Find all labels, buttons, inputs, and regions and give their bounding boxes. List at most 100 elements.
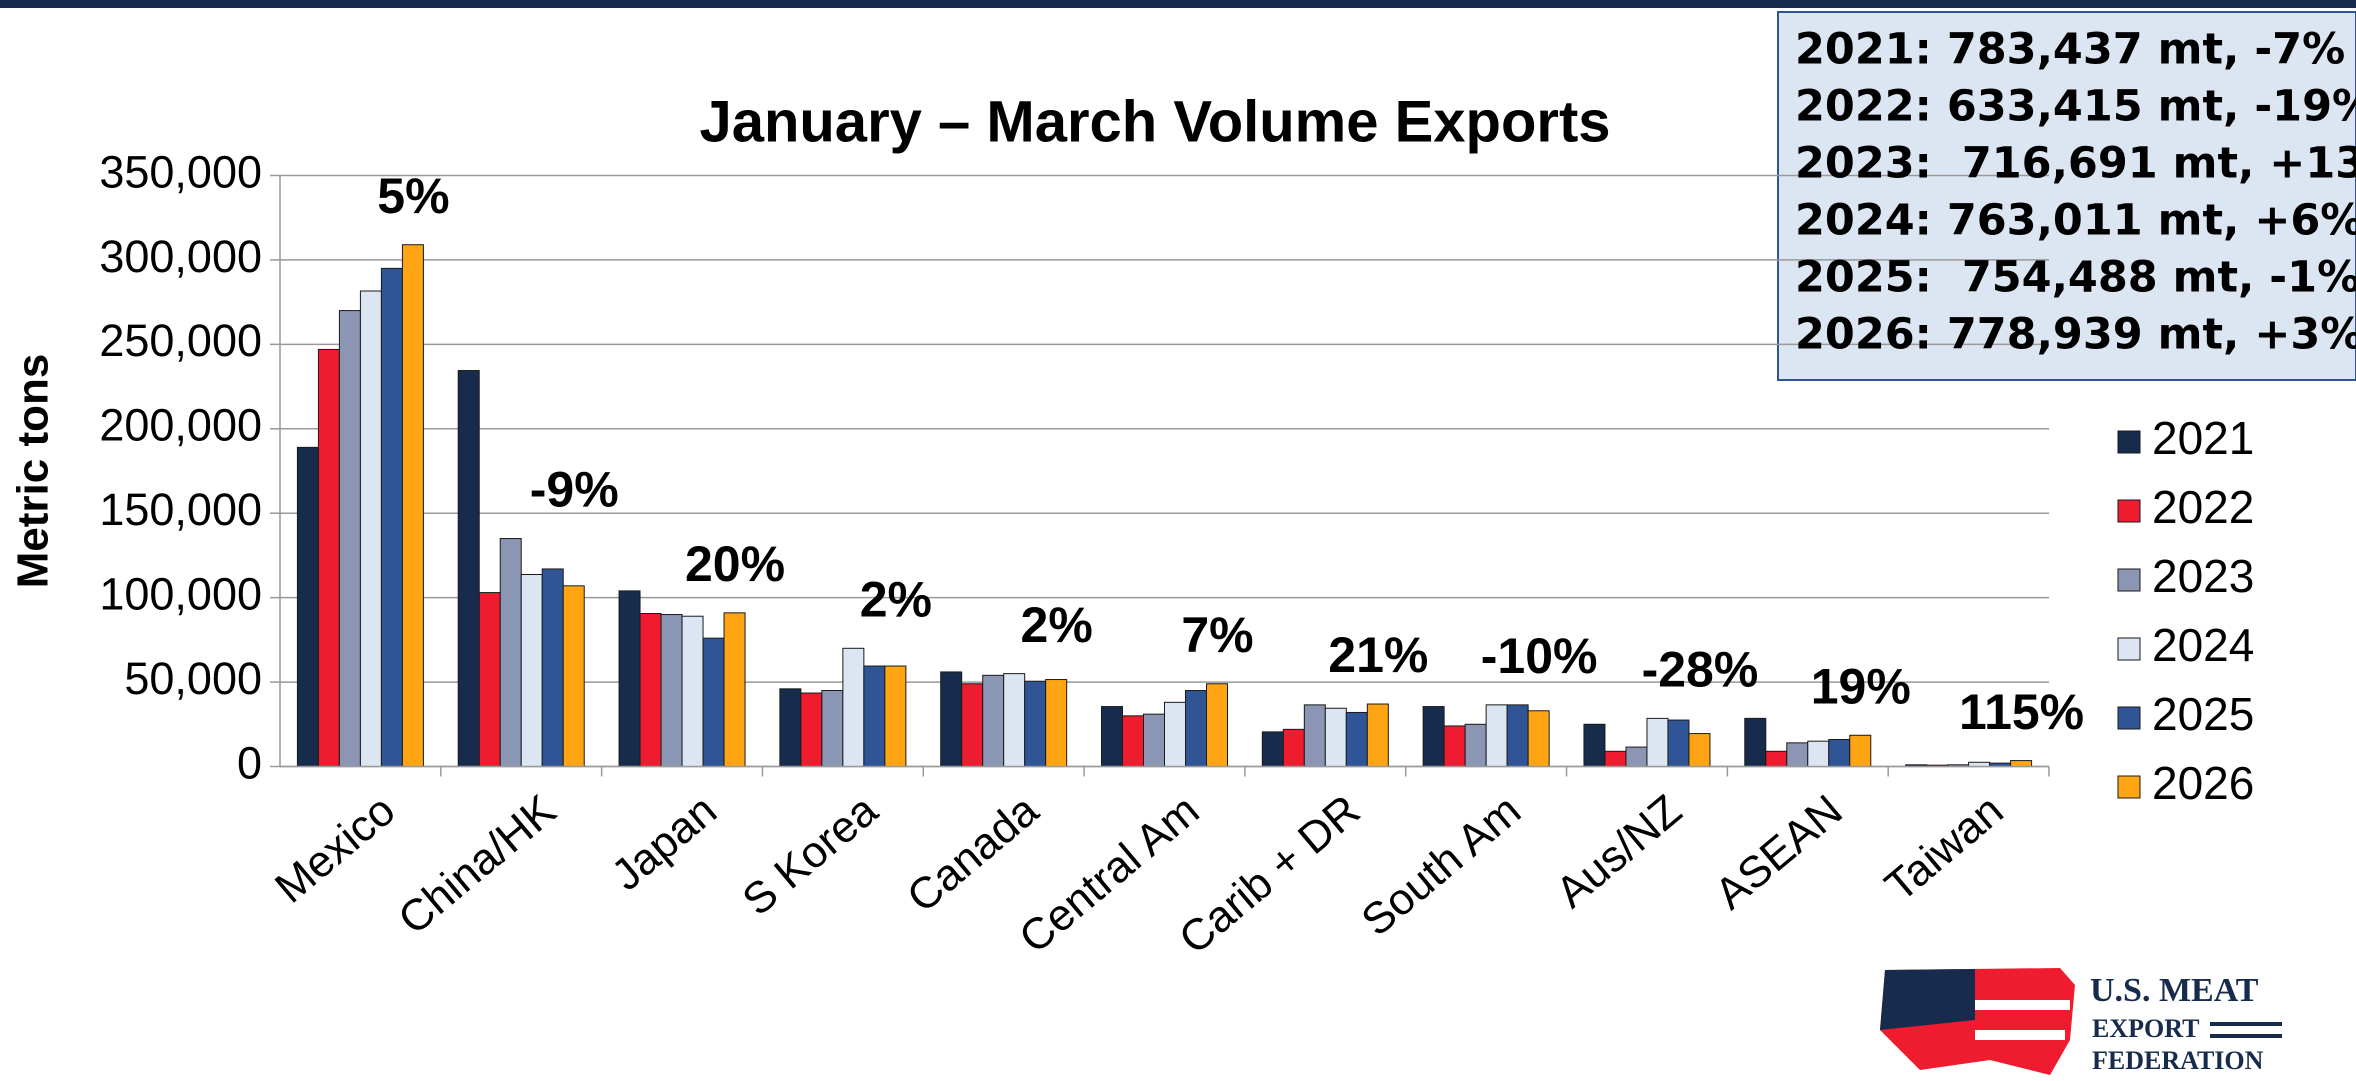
- chart-title: January – March Volume Exports: [699, 89, 1610, 154]
- summary-line: 2022: 633,415 mt, -19%: [1795, 82, 2356, 132]
- bar: [1688, 733, 1711, 768]
- bar: [1807, 740, 1830, 768]
- legend-swatch: [2117, 430, 2141, 454]
- top-bar: [0, 0, 2356, 8]
- logo: U.S. MEAT EXPORT FEDERATION: [1880, 968, 2282, 1075]
- bar: [681, 615, 704, 768]
- y-tick-label: 100,000: [99, 569, 262, 620]
- bar: [562, 585, 585, 768]
- bar: [1143, 713, 1165, 768]
- bar: [1786, 742, 1809, 767]
- legend-swatch: [2117, 637, 2141, 661]
- bar: [1282, 728, 1305, 768]
- bar: [660, 614, 683, 767]
- logo-text: U.S. MEAT: [2090, 972, 2259, 1009]
- bar: [723, 612, 746, 768]
- bar: [1345, 711, 1368, 767]
- bar: [702, 637, 725, 767]
- bar: [1185, 690, 1207, 767]
- bar: [1045, 679, 1068, 767]
- bar: [1646, 717, 1669, 768]
- legend-label: 2026: [2152, 757, 2254, 809]
- logo-text: EXPORT: [2092, 1014, 2199, 1043]
- bar: [338, 310, 361, 767]
- y-tick-label: 150,000: [99, 484, 262, 535]
- bar: [1366, 703, 1389, 767]
- x-tick-label: South Am: [1352, 786, 1530, 946]
- bar: [2010, 760, 2033, 768]
- x-tick-label: Aus/NZ: [1547, 786, 1691, 918]
- bar: [380, 267, 403, 767]
- annotation: -9%: [530, 462, 619, 518]
- x-tick-label: ASEAN: [1706, 786, 1852, 919]
- x-tick-label: Taiwan: [1876, 786, 2012, 912]
- legend-label: 2024: [2152, 619, 2254, 671]
- logo-rule: [2210, 1022, 2282, 1026]
- legend-swatch: [2117, 499, 2141, 523]
- summary-line: 2024: 763,011 mt, +6%: [1795, 196, 2356, 246]
- bar: [1206, 683, 1228, 768]
- bar: [1464, 723, 1487, 767]
- annotation: 7%: [1181, 607, 1253, 663]
- bar: [1667, 719, 1690, 767]
- y-tick-label: 300,000: [99, 231, 262, 282]
- logo-rule: [2210, 1034, 2282, 1038]
- bar: [884, 665, 907, 768]
- annotation: 21%: [1328, 627, 1428, 683]
- bar: [317, 348, 340, 767]
- bar: [401, 244, 424, 767]
- bar: [1324, 707, 1347, 767]
- bar: [520, 574, 543, 767]
- legend-swatch: [2117, 775, 2141, 799]
- bar: [863, 665, 886, 768]
- bar: [1604, 750, 1627, 767]
- bar: [940, 671, 963, 767]
- bar: [1164, 701, 1186, 767]
- summary-line: 2023: 716,691 mt, +13%: [1795, 139, 2356, 189]
- annotation: 20%: [685, 536, 785, 592]
- annotation: -10%: [1481, 628, 1598, 684]
- bar: [639, 613, 662, 768]
- bar: [618, 590, 641, 767]
- summary-line: 2025: 754,488 mt, -1%: [1795, 253, 2356, 303]
- bar: [541, 568, 564, 767]
- annotation: 115%: [1959, 684, 2084, 740]
- bar: [1422, 706, 1445, 768]
- x-tick-label: Carib + DR: [1170, 786, 1369, 964]
- logo-stripe: [1975, 1000, 2070, 1010]
- bar: [1303, 704, 1326, 767]
- legend-swatch: [2117, 706, 2141, 730]
- y-axis-label: Metric tons: [9, 354, 58, 589]
- x-tick-label: Japan: [603, 786, 726, 901]
- bar: [1765, 750, 1788, 767]
- annotation: -28%: [1642, 642, 1759, 698]
- bar: [842, 647, 865, 767]
- legend-label: 2021: [2152, 412, 2254, 464]
- legend-swatch: [2117, 568, 2141, 592]
- bar: [779, 688, 802, 768]
- bar: [296, 446, 319, 767]
- bar: [1443, 725, 1466, 768]
- y-tick-label: 350,000: [99, 146, 262, 197]
- bar: [1101, 706, 1123, 768]
- x-tick-label: Canada: [898, 785, 1048, 922]
- x-tick-label: China/HK: [389, 786, 565, 945]
- bar: [821, 690, 844, 767]
- bar: [1506, 704, 1529, 767]
- bar: [1744, 717, 1767, 768]
- y-tick-label: 50,000: [124, 653, 262, 704]
- annotation: 19%: [1811, 658, 1911, 714]
- legend-label: 2022: [2152, 481, 2254, 533]
- bar: [499, 538, 522, 767]
- summary-line: 2021: 783,437 mt, -7%: [1795, 25, 2345, 75]
- bar: [1122, 715, 1144, 767]
- bar: [1261, 731, 1284, 767]
- bar: [982, 674, 1005, 767]
- bar: [1003, 673, 1026, 768]
- bar: [1849, 734, 1872, 767]
- legend-label: 2025: [2152, 688, 2254, 740]
- annotation: 2%: [1021, 597, 1093, 653]
- summary-box: [1777, 11, 2356, 381]
- bar: [1485, 704, 1508, 767]
